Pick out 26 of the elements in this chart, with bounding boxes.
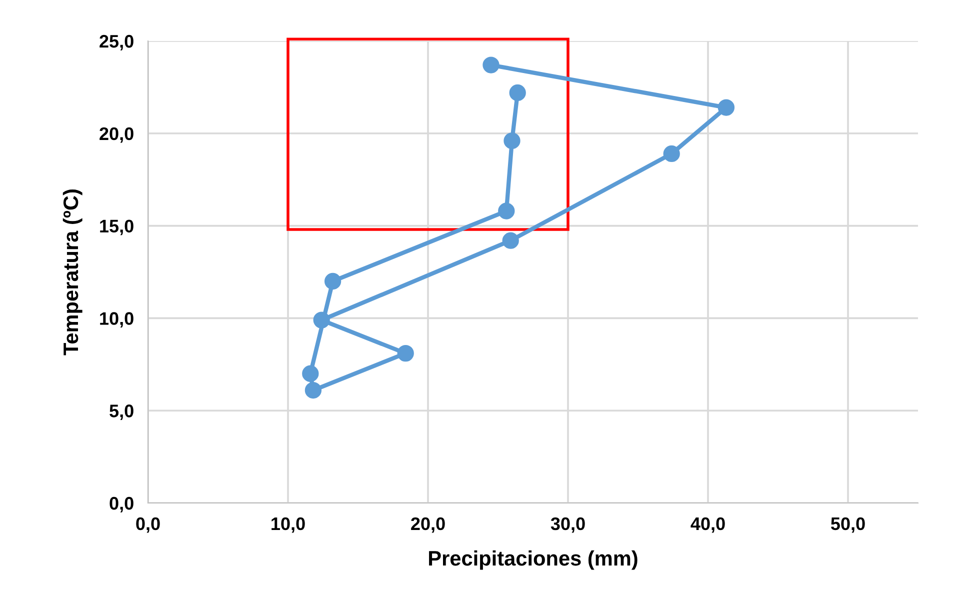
point bbox=[304, 382, 322, 399]
y-tick-label: 25,0 bbox=[100, 34, 134, 50]
x-axis-title: Precipitaciones (mm) bbox=[429, 550, 638, 570]
x-tick-label: 50,0 bbox=[830, 517, 865, 533]
x-tick-label: 30,0 bbox=[550, 517, 585, 533]
y-axis-title: Temperatura (ºC) bbox=[62, 190, 82, 356]
y-tick-label: 0,0 bbox=[110, 496, 134, 512]
point bbox=[482, 56, 500, 74]
y-tick-label: 15,0 bbox=[100, 220, 134, 236]
y-tick-label: 5,0 bbox=[110, 404, 134, 420]
point bbox=[663, 145, 680, 162]
x-tick-label: 10,0 bbox=[272, 517, 305, 533]
point bbox=[504, 132, 520, 150]
point bbox=[313, 312, 330, 328]
x-tick-label: 0,0 bbox=[136, 517, 160, 533]
x-tick-label: 20,0 bbox=[411, 517, 445, 533]
point bbox=[502, 232, 519, 249]
x-tick-label: 40,0 bbox=[690, 517, 725, 533]
point bbox=[302, 365, 319, 382]
point bbox=[324, 272, 342, 290]
point bbox=[509, 84, 526, 102]
point bbox=[397, 344, 414, 362]
y-tick-label: 10,0 bbox=[100, 312, 134, 328]
y-tick-label: 20,0 bbox=[100, 127, 134, 143]
point bbox=[718, 99, 735, 116]
point bbox=[498, 202, 515, 220]
